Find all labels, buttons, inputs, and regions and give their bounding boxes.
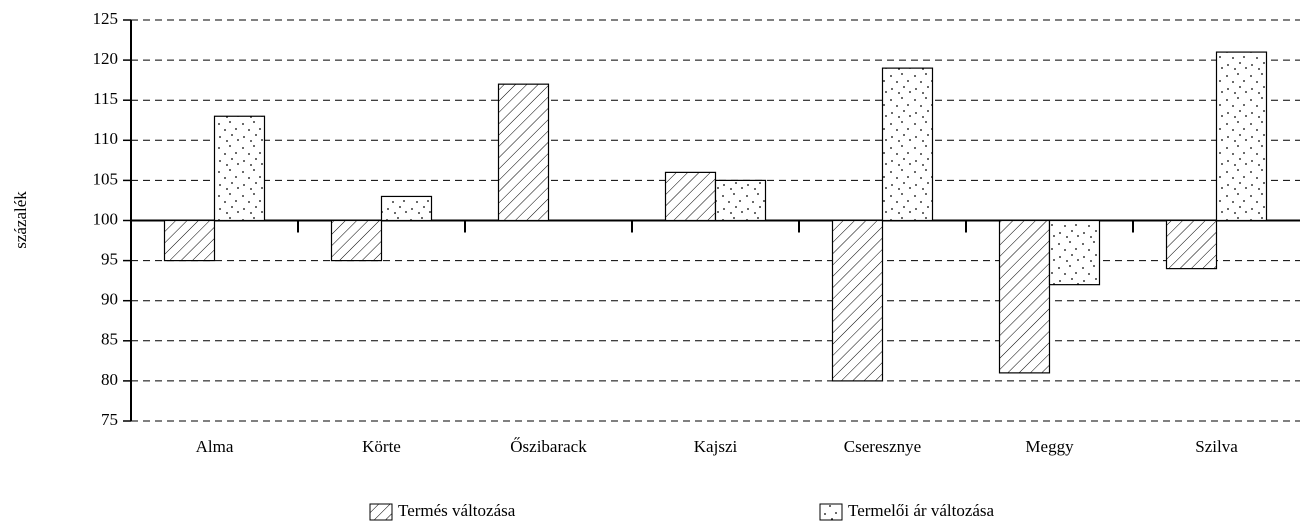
bar	[1048, 219, 1101, 286]
y-tick-label: 75	[101, 410, 118, 429]
bar	[998, 219, 1051, 374]
x-tick-label: Kajszi	[694, 437, 738, 456]
x-tick-label: Cseresznye	[844, 437, 921, 456]
bar	[881, 67, 934, 222]
legend-label: Termés változása	[398, 501, 516, 520]
x-tick-label: Alma	[196, 437, 234, 456]
x-tick-label: Körte	[362, 437, 401, 456]
y-axis-label: százalék	[11, 191, 30, 249]
y-tick-label: 90	[101, 290, 118, 309]
y-tick-label: 125	[93, 9, 119, 28]
y-tick-label: 105	[93, 169, 119, 188]
x-tick-label: Őszibarack	[510, 437, 587, 456]
legend-swatch	[819, 503, 843, 521]
y-tick-label: 115	[93, 89, 118, 108]
y-tick-label: 85	[101, 330, 118, 349]
bar	[163, 219, 216, 262]
bar	[664, 171, 717, 222]
bar	[330, 219, 383, 262]
legend-swatch	[369, 503, 393, 521]
y-tick-label: 100	[93, 209, 119, 228]
x-tick-label: Szilva	[1195, 437, 1238, 456]
bar	[380, 195, 433, 222]
bar	[497, 83, 550, 222]
bar	[714, 179, 767, 222]
legend-label: Termelői ár változása	[848, 501, 995, 520]
bar	[1165, 219, 1218, 270]
bar	[831, 219, 884, 382]
bar	[1215, 51, 1268, 222]
y-tick-label: 110	[93, 129, 118, 148]
x-tick-label: Meggy	[1025, 437, 1074, 456]
y-tick-label: 80	[101, 370, 118, 389]
y-tick-label: 95	[101, 250, 118, 269]
y-tick-label: 120	[93, 49, 119, 68]
bar	[213, 115, 266, 222]
